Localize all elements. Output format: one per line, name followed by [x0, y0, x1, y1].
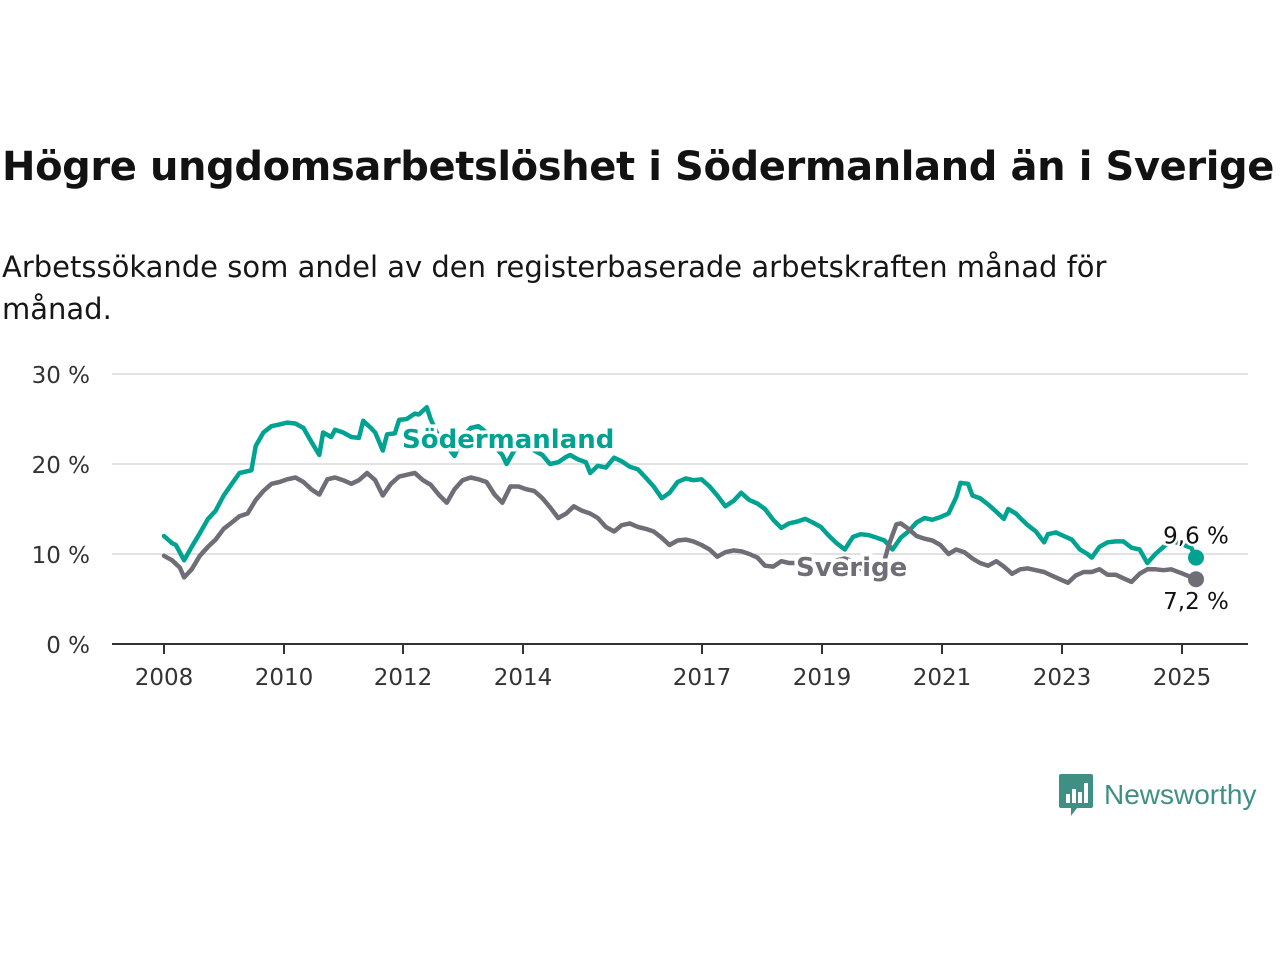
series-end-point — [1188, 571, 1204, 588]
y-tick-label: 0 % — [46, 633, 90, 659]
x-tick-label: 2017 — [673, 665, 732, 691]
x-tick-label: 2023 — [1033, 665, 1092, 691]
series-end-point — [1188, 549, 1204, 566]
grid-lines — [112, 373, 1248, 555]
series-labels: 9,6 % 7,2 % Södermanland Sverige — [399, 422, 1232, 618]
x-tick-label: 2025 — [1153, 665, 1212, 691]
axes: 0 % 10 % 20 % 30 % 2008 2010 2012 2014 2017 2019 2… — [32, 363, 1248, 691]
series-line-sodermanland — [161, 405, 1199, 566]
chart-title: Högre ungdomsarbetslöshet i Södermanland… — [2, 144, 1274, 190]
newsworthy-logo-icon — [1059, 774, 1093, 816]
x-tick-label: 2010 — [255, 665, 314, 691]
series-lines — [161, 405, 1204, 588]
y-tick-label: 10 % — [32, 543, 90, 569]
series-end-label: 7,2 % — [1163, 589, 1229, 615]
chart-subtitle: Arbetssökande som andel av den registerb… — [2, 250, 1107, 326]
x-tick-label: 2008 — [135, 665, 194, 691]
newsworthy-logo: Newsworthy — [1058, 772, 1256, 818]
x-tick-label: 2014 — [494, 665, 553, 691]
y-tick-label: 30 % — [32, 363, 90, 389]
series-name-label: Södermanland — [402, 425, 614, 455]
series-name-label: Sverige — [796, 553, 907, 583]
brand-name: Newsworthy — [1104, 779, 1257, 810]
line-chart: 0 % 10 % 20 % 30 % 2008 2010 2012 2014 2017 2019 2… — [32, 363, 1248, 691]
series-line-sverige — [161, 470, 1199, 586]
x-tick-label: 2012 — [374, 665, 433, 691]
y-tick-label: 20 % — [32, 453, 90, 479]
series-end-label: 9,6 % — [1163, 524, 1229, 550]
x-tick-label: 2019 — [793, 665, 852, 691]
x-tick-label: 2021 — [913, 665, 972, 691]
